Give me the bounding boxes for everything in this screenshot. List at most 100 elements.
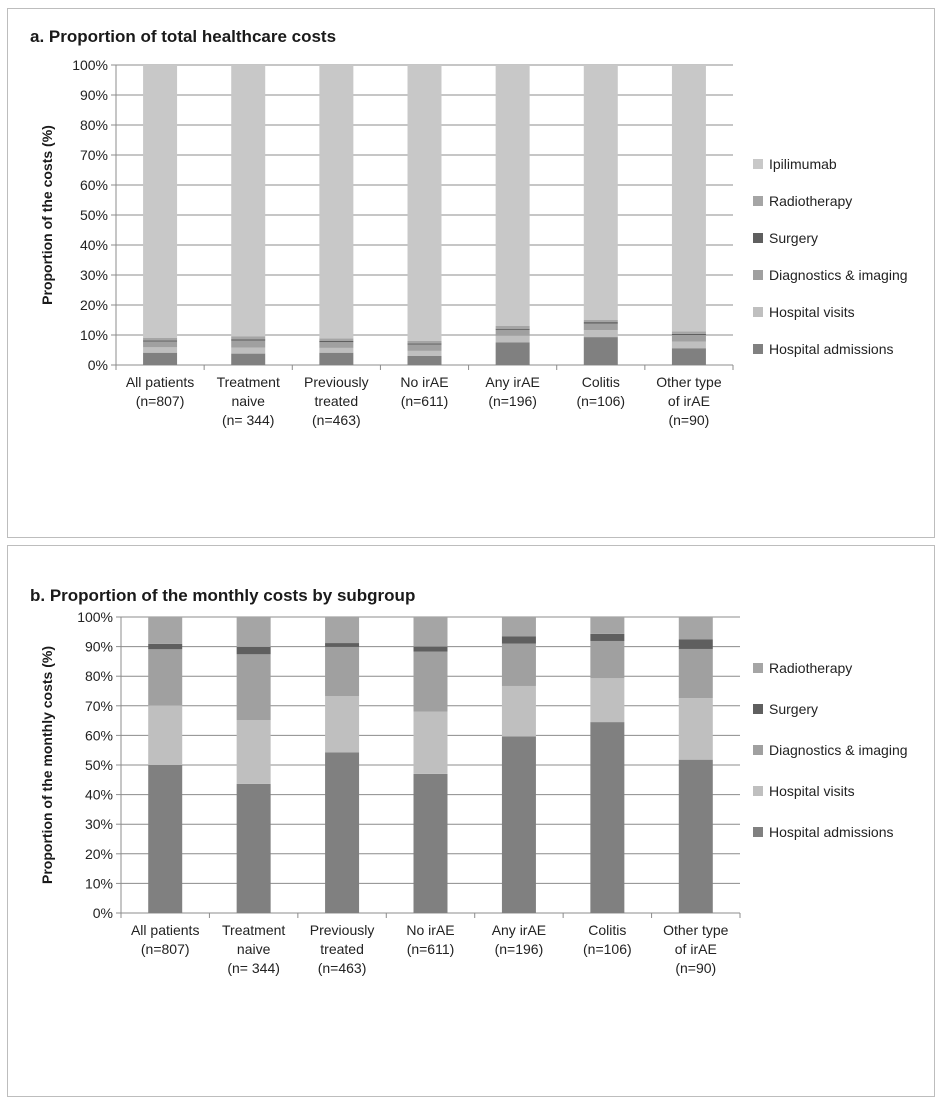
bar-segment-diagnostics-imaging — [319, 342, 354, 348]
bar-segment-hospital-visits — [501, 685, 536, 737]
bar-segment-surgery — [236, 646, 271, 655]
bar-segment-hospital-admissions — [495, 342, 530, 365]
bar-segment-hospital-visits — [495, 335, 530, 343]
legend-label: Hospital visits — [769, 304, 855, 320]
chart-title: a. Proportion of total healthcare costs — [30, 27, 336, 46]
bar-segment-hospital-visits — [407, 350, 442, 356]
y-axis-label: Proportion of the monthly costs (%) — [39, 646, 55, 884]
x-tick-label: (n=807) — [141, 941, 190, 957]
bar-segment-surgery — [407, 343, 442, 345]
bar-segment-diagnostics-imaging — [148, 649, 183, 706]
y-tick-label: 80% — [80, 117, 108, 133]
bar-segment-hospital-visits — [678, 698, 713, 760]
x-tick-label: (n=611) — [401, 393, 449, 409]
x-tick-label: (n= 344) — [222, 412, 275, 428]
x-tick-label: (n=807) — [136, 393, 185, 409]
legend-label: Surgery — [769, 230, 818, 246]
x-tick-label: Other type — [663, 922, 729, 938]
bar-segment-surgery — [319, 341, 354, 343]
legend-swatch — [753, 745, 763, 755]
legend-label: Hospital visits — [769, 783, 855, 799]
bar-segment-radiotherapy — [495, 326, 530, 329]
legend-swatch — [753, 827, 763, 837]
bar-segment-radiotherapy — [671, 331, 706, 334]
bar-segment-ipilimumab — [671, 65, 706, 332]
bar-segment-hospital-admissions — [148, 765, 183, 913]
bar-segment-hospital-visits — [325, 696, 360, 753]
y-tick-label: 80% — [85, 668, 113, 684]
x-tick-label: No irAE — [406, 922, 454, 938]
x-tick-label: (n= 344) — [227, 960, 280, 976]
legend-swatch — [753, 196, 763, 206]
legend-label: Radiotherapy — [769, 193, 852, 209]
bar-segment-diagnostics-imaging — [678, 648, 713, 699]
y-tick-label: 30% — [80, 267, 108, 283]
y-tick-label: 40% — [80, 237, 108, 253]
y-tick-label: 60% — [85, 727, 113, 743]
legend-swatch — [753, 704, 763, 714]
chart-panel-a: a. Proportion of total healthcare costs 0… — [7, 8, 935, 538]
y-tick-label: 20% — [80, 297, 108, 313]
y-tick-label: 10% — [85, 875, 113, 891]
bar-segment-surgery — [413, 646, 448, 652]
y-tick-label: 100% — [77, 609, 113, 625]
y-tick-label: 60% — [80, 177, 108, 193]
bar-segment-radiotherapy — [325, 617, 360, 644]
bar-segment-surgery — [583, 322, 618, 324]
x-tick-label: (n=463) — [312, 412, 361, 428]
bar-segment-hospital-visits — [148, 705, 183, 765]
legend-label: Diagnostics & imaging — [769, 742, 908, 758]
legend-swatch — [753, 233, 763, 243]
x-tick-label: (n=196) — [488, 393, 537, 409]
bar-segment-diagnostics-imaging — [407, 344, 442, 351]
bar-segment-radiotherapy — [678, 617, 713, 640]
bar-segment-hospital-visits — [583, 330, 618, 338]
x-tick-label: All patients — [131, 922, 199, 938]
y-tick-label: 0% — [93, 905, 113, 921]
bar-segment-ipilimumab — [231, 65, 266, 337]
y-tick-label: 70% — [85, 698, 113, 714]
bar-segment-diagnostics-imaging — [236, 654, 271, 721]
bar-segment-ipilimumab — [407, 65, 442, 341]
bar-segment-hospital-admissions — [236, 783, 271, 913]
x-tick-label: Treatment — [222, 922, 285, 938]
bar-segment-surgery — [143, 340, 178, 342]
bar-segment-radiotherapy — [413, 617, 448, 647]
y-tick-label: 70% — [80, 147, 108, 163]
bar-segment-surgery — [231, 339, 266, 341]
bar-segment-hospital-admissions — [590, 722, 625, 913]
bar-segment-surgery — [148, 643, 183, 650]
bar-segment-diagnostics-imaging — [590, 640, 625, 679]
bar-segment-hospital-admissions — [143, 352, 178, 365]
chart-title: b. Proportion of the monthly costs by su… — [30, 586, 415, 605]
bar-segment-hospital-admissions — [671, 348, 706, 365]
bar-segment-diagnostics-imaging — [501, 643, 536, 686]
bar-segment-hospital-visits — [143, 347, 178, 353]
y-tick-label: 20% — [85, 846, 113, 862]
x-tick-label: treated — [320, 941, 364, 957]
bar-segment-diagnostics-imaging — [495, 329, 530, 336]
bar-segment-ipilimumab — [143, 65, 178, 338]
bar-segment-surgery — [678, 639, 713, 649]
x-tick-label: naive — [231, 393, 265, 409]
y-tick-label: 0% — [88, 357, 108, 373]
bar-segment-radiotherapy — [148, 617, 183, 644]
x-tick-label: Other type — [656, 374, 722, 390]
bar-segment-diagnostics-imaging — [413, 651, 448, 712]
legend-swatch — [753, 270, 763, 280]
bar-segment-radiotherapy — [143, 337, 178, 341]
bar-segment-hospital-admissions — [501, 736, 536, 913]
bar-segment-hospital-visits — [671, 341, 706, 349]
x-tick-label: (n=90) — [675, 960, 716, 976]
y-tick-label: 50% — [80, 207, 108, 223]
bar-segment-hospital-admissions — [319, 352, 354, 365]
y-tick-label: 100% — [72, 57, 108, 73]
y-tick-label: 30% — [85, 816, 113, 832]
stacked-bar-chart-a: a. Proportion of total healthcare costs 0… — [30, 27, 908, 428]
legend-label: Ipilimumab — [769, 156, 837, 172]
x-tick-label: of irAE — [668, 393, 710, 409]
x-tick-label: of irAE — [675, 941, 717, 957]
bar-segment-hospital-admissions — [678, 759, 713, 913]
legend-swatch — [753, 344, 763, 354]
x-tick-label: (n=463) — [318, 960, 367, 976]
